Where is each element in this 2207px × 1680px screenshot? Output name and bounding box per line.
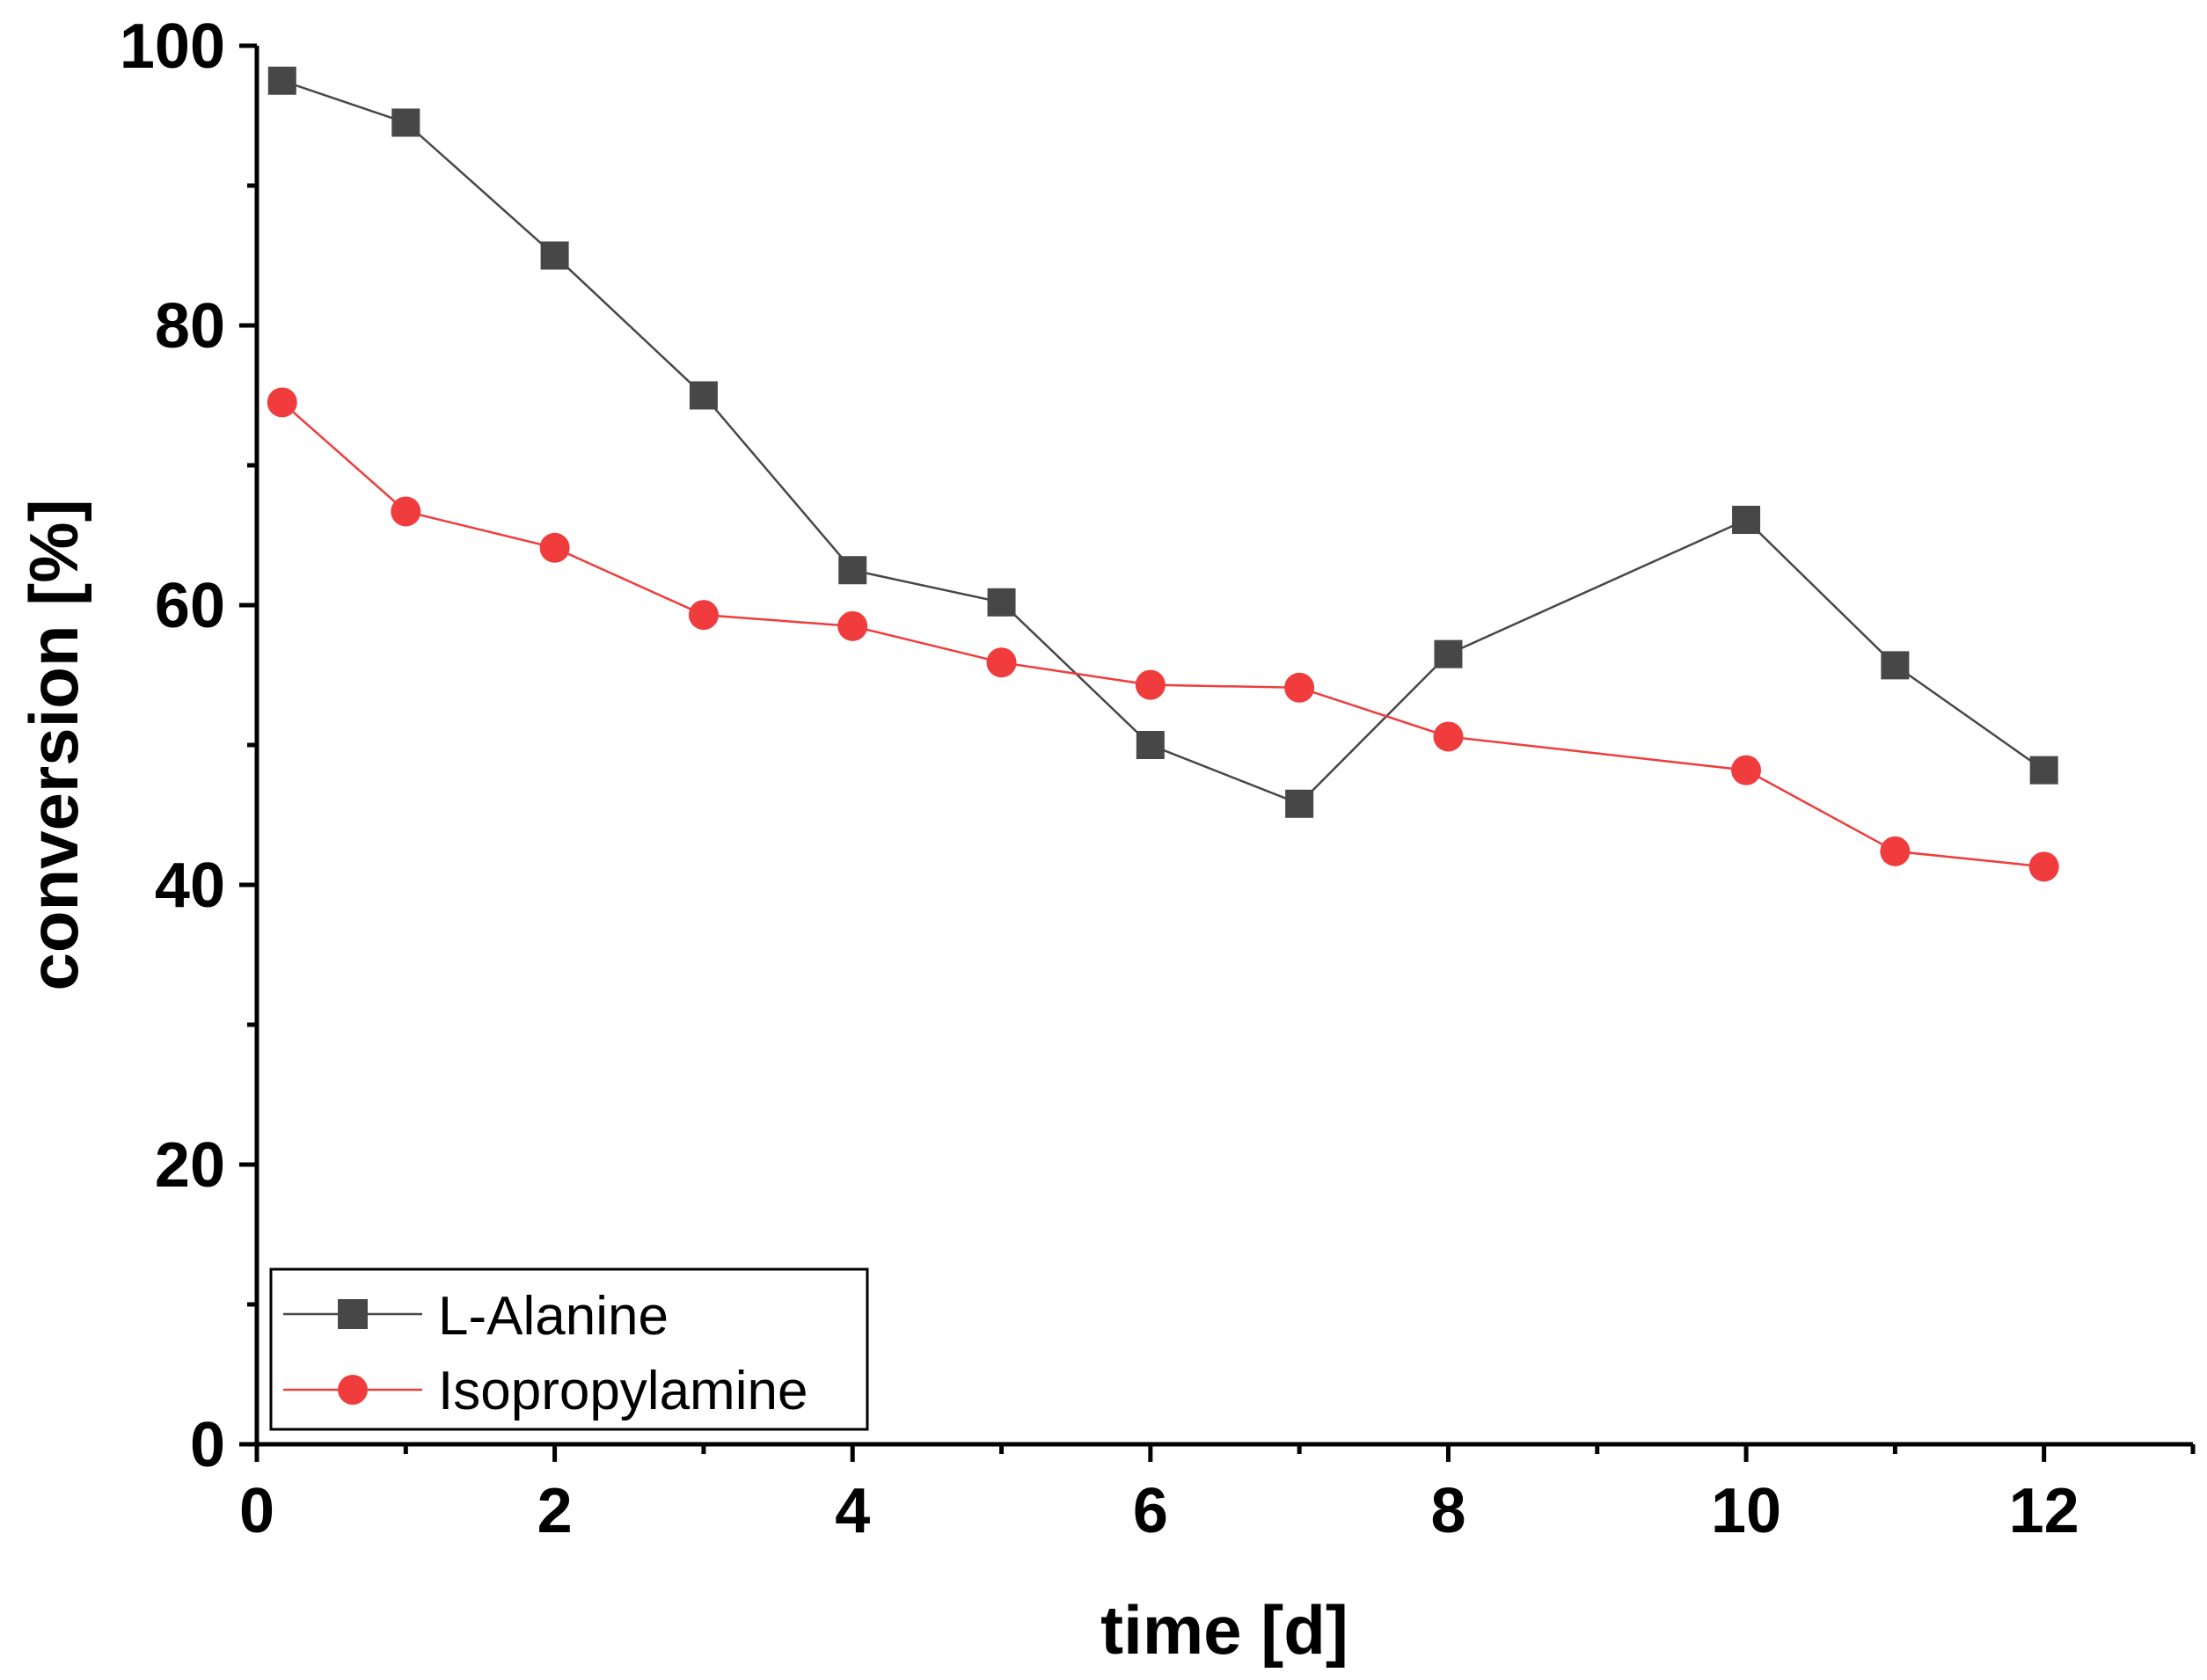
x-tick-label: 8 — [1430, 1476, 1465, 1546]
x-tick-label: 4 — [835, 1476, 870, 1546]
series-line-isopropylamine — [281, 401, 2044, 868]
data-point — [688, 600, 719, 631]
data-point — [1731, 755, 1762, 785]
data-point — [1881, 651, 1910, 680]
data-point — [1434, 639, 1463, 668]
y-tick-label: 0 — [190, 1410, 225, 1480]
x-axis-title: time [d] — [1100, 1591, 1348, 1669]
y-tick-label: 100 — [120, 11, 225, 82]
data-point — [986, 647, 1017, 678]
legend-item-isopropylamine: Isopropylamine — [283, 1361, 808, 1421]
y-tick-label: 60 — [155, 571, 225, 641]
data-point — [1135, 669, 1166, 700]
y-axis-title: conversion [%] — [15, 499, 92, 990]
legend-marker-square — [338, 1299, 368, 1329]
data-point — [1284, 672, 1315, 703]
data-point — [2029, 756, 2058, 785]
data-point — [267, 66, 296, 95]
data-point — [2028, 851, 2059, 882]
y-tick-label: 40 — [155, 851, 225, 921]
x-tick-label: 12 — [2009, 1476, 2079, 1546]
legend-box — [269, 1267, 869, 1431]
legend-label-isopropylamine: Isopropylamine — [438, 1361, 808, 1421]
x-tick-label: 10 — [1711, 1476, 1781, 1546]
data-point — [391, 108, 420, 137]
series-layer — [267, 66, 2059, 882]
data-point — [1732, 506, 1761, 535]
x-tick-label: 0 — [239, 1476, 274, 1546]
data-point — [391, 496, 421, 527]
data-point — [1285, 789, 1314, 818]
data-point — [1136, 731, 1165, 759]
x-tick-label: 2 — [537, 1476, 573, 1546]
data-point — [267, 387, 297, 418]
legend: L-Alanine Isopropylamine — [269, 1267, 869, 1431]
tick-group: 0 2 4 6 8 10 12 0 20 40 60 80 100 — [120, 11, 2196, 1546]
series-l-alanine — [267, 66, 2058, 818]
data-point — [838, 556, 867, 585]
data-point — [540, 241, 569, 270]
legend-item-l-alanine: L-Alanine — [283, 1286, 669, 1347]
legend-marker-circle — [338, 1375, 368, 1405]
x-tick-label: 6 — [1133, 1476, 1168, 1546]
legend-label-l-alanine: L-Alanine — [438, 1286, 669, 1347]
y-tick-label: 80 — [155, 291, 225, 362]
data-point — [1880, 836, 1911, 866]
series-line-l-alanine — [281, 79, 2045, 806]
data-point — [689, 381, 718, 410]
series-isopropylamine — [267, 387, 2059, 882]
data-point — [837, 610, 868, 641]
data-point — [1433, 721, 1464, 752]
data-point — [987, 588, 1016, 617]
data-point — [539, 532, 570, 563]
y-tick-label: 20 — [155, 1130, 225, 1201]
